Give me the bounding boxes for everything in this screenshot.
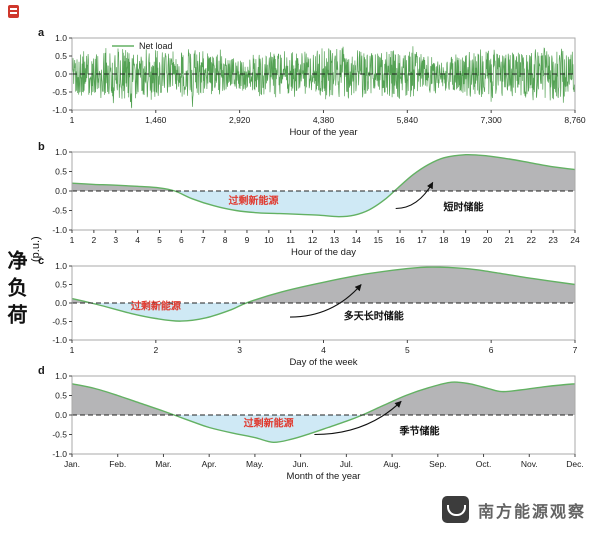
svg-text:0.5: 0.5 (55, 280, 67, 290)
svg-text:21: 21 (505, 235, 515, 245)
svg-text:Mar.: Mar. (155, 459, 172, 469)
svg-text:1.0: 1.0 (55, 371, 67, 381)
svg-text:-1.0: -1.0 (52, 225, 67, 235)
svg-text:1,460: 1,460 (145, 115, 167, 125)
svg-text:23: 23 (548, 235, 558, 245)
svg-text:1: 1 (70, 345, 75, 355)
svg-text:7: 7 (201, 235, 206, 245)
svg-text:4: 4 (135, 235, 140, 245)
svg-text:May.: May. (246, 459, 264, 469)
svg-text:8: 8 (223, 235, 228, 245)
svg-text:-1.0: -1.0 (52, 335, 67, 345)
svg-text:Month of the year: Month of the year (287, 471, 361, 482)
svg-text:17: 17 (417, 235, 427, 245)
svg-text:15: 15 (373, 235, 383, 245)
svg-text:3: 3 (113, 235, 118, 245)
svg-text:1: 1 (70, 235, 75, 245)
svg-text:1.0: 1.0 (55, 147, 67, 157)
svg-text:0.5: 0.5 (55, 167, 67, 177)
svg-text:6: 6 (179, 235, 184, 245)
svg-text:19: 19 (461, 235, 471, 245)
svg-text:0.0: 0.0 (55, 410, 67, 420)
watermark-logo-icon (441, 496, 469, 523)
svg-text:2: 2 (153, 345, 158, 355)
svg-text:1: 1 (70, 115, 75, 125)
panel-b-hour-of-day-chart: 1.0 0.5 0.0 -0.5 -1.0 1 2 3 4 5 6 7 8 9 10 11 12 13 14 15 16… (0, 140, 600, 265)
svg-text:4: 4 (321, 345, 326, 355)
svg-text:14: 14 (352, 235, 362, 245)
svg-text:0.0: 0.0 (55, 298, 67, 308)
svg-text:Apr.: Apr. (202, 459, 217, 469)
svg-text:1.0: 1.0 (55, 261, 67, 271)
svg-text:12: 12 (308, 235, 318, 245)
svg-text:短时储能: 短时储能 (443, 201, 483, 214)
svg-text:22: 22 (527, 235, 537, 245)
corner-mark-icon (8, 5, 19, 18)
svg-text:a: a (38, 27, 45, 39)
svg-text:-0.5: -0.5 (52, 87, 67, 97)
svg-text:Net load: Net load (139, 41, 173, 51)
svg-text:7: 7 (573, 345, 578, 355)
svg-text:Jan.: Jan. (64, 459, 80, 469)
svg-text:Nov.: Nov. (521, 459, 538, 469)
svg-text:Feb.: Feb. (109, 459, 126, 469)
svg-text:3: 3 (237, 345, 242, 355)
svg-text:-0.5: -0.5 (52, 206, 67, 216)
svg-text:-0.5: -0.5 (52, 317, 67, 327)
svg-text:过剩新能源: 过剩新能源 (244, 417, 294, 430)
svg-text:Jun.: Jun. (293, 459, 309, 469)
svg-text:Jul.: Jul. (340, 459, 353, 469)
svg-text:2: 2 (92, 235, 97, 245)
svg-text:过剩新能源: 过剩新能源 (229, 194, 279, 207)
svg-text:季节储能: 季节储能 (399, 425, 440, 438)
panel-a-hour-of-year-chart: 1.0 0.5 0.0 -0.5 -1.0 1 1,460 2,920 4,380 5,840 7,… (0, 22, 600, 145)
svg-text:16: 16 (395, 235, 405, 245)
svg-text:7,300: 7,300 (481, 115, 503, 125)
svg-text:多天长时储能: 多天长时储能 (344, 310, 404, 323)
svg-text:2,920: 2,920 (229, 115, 251, 125)
svg-text:24: 24 (570, 235, 580, 245)
svg-text:18: 18 (439, 235, 449, 245)
svg-text:-0.5: -0.5 (52, 430, 67, 440)
svg-text:Hour of the year: Hour of the year (289, 127, 357, 138)
svg-text:Dec.: Dec. (566, 459, 583, 469)
svg-text:b: b (38, 141, 45, 153)
svg-text:-1.0: -1.0 (52, 105, 67, 115)
y-axis-label-chinese: 净负荷 (4, 250, 26, 331)
svg-text:11: 11 (286, 235, 295, 245)
svg-text:1.0: 1.0 (55, 33, 67, 43)
svg-text:5,840: 5,840 (397, 115, 419, 125)
svg-text:20: 20 (483, 235, 493, 245)
svg-text:-1.0: -1.0 (52, 449, 67, 459)
svg-text:0.0: 0.0 (55, 69, 67, 79)
svg-text:Day of the week: Day of the week (289, 357, 357, 368)
svg-text:Sep.: Sep. (429, 459, 447, 469)
svg-text:9: 9 (245, 235, 250, 245)
svg-text:过剩新能源: 过剩新能源 (131, 300, 181, 313)
svg-text:6: 6 (489, 345, 494, 355)
panel-d-month-of-year-chart: 1.0 0.5 0.0 -0.5 -1.0 Jan. Feb. Mar. Apr. May. Jun… (0, 364, 600, 489)
panel-c-day-of-week-chart: 1.0 0.5 0.0 -0.5 -1.0 1 2 3 4 5 6 7 Day of the week c… (0, 254, 600, 375)
svg-text:5: 5 (157, 235, 162, 245)
svg-text:Aug.: Aug. (383, 459, 401, 469)
svg-text:0.5: 0.5 (55, 391, 67, 401)
svg-text:Hour of the day: Hour of the day (291, 247, 356, 258)
svg-text:10: 10 (264, 235, 274, 245)
svg-text:5: 5 (405, 345, 410, 355)
svg-text:Oct.: Oct. (476, 459, 492, 469)
svg-text:d: d (38, 365, 45, 377)
watermark: 南方能源观察 (441, 496, 586, 523)
svg-text:13: 13 (330, 235, 340, 245)
svg-text:0.0: 0.0 (55, 186, 67, 196)
svg-text:c: c (38, 255, 44, 267)
watermark-text: 南方能源观察 (477, 503, 586, 521)
svg-text:4,380: 4,380 (313, 115, 335, 125)
svg-text:8,760: 8,760 (564, 115, 586, 125)
svg-text:0.5: 0.5 (55, 51, 67, 61)
